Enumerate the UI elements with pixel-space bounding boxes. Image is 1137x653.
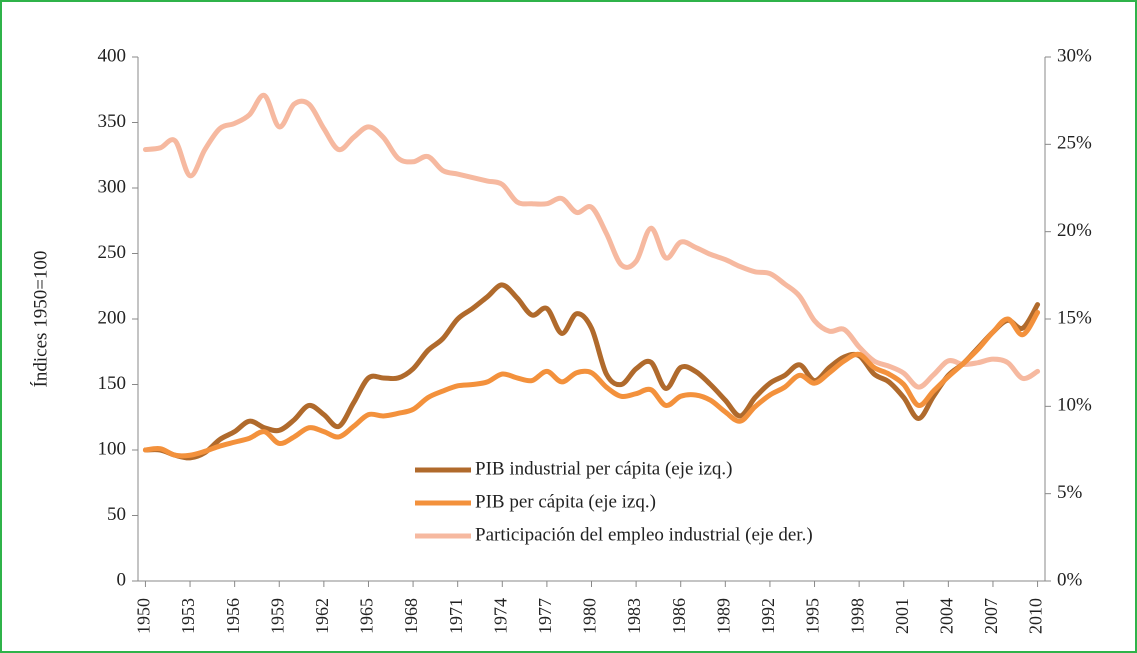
data-line bbox=[142, 309, 1041, 459]
x-tick-label: 2010 bbox=[1026, 598, 1046, 634]
y-axis-label: Índices 1950=100 bbox=[29, 251, 51, 388]
x-tick-label: 1959 bbox=[267, 598, 287, 634]
y-tick-label: 150 bbox=[98, 373, 127, 394]
legend-label: PIB industrial per cápita (eje izq.) bbox=[475, 458, 732, 479]
x-tick-label: 1956 bbox=[223, 598, 243, 634]
y2-tick-label: 5% bbox=[1057, 482, 1083, 503]
y-tick-label: 0 bbox=[117, 569, 127, 590]
x-tick-label: 1986 bbox=[669, 598, 689, 634]
y2-tick-label: 0% bbox=[1057, 569, 1083, 590]
x-tick-label: 1989 bbox=[713, 598, 733, 634]
y-tick-label: 250 bbox=[98, 242, 127, 263]
x-tick-label: 2001 bbox=[892, 598, 912, 634]
x-tick-label: 1974 bbox=[490, 598, 510, 634]
y-tick-label: 100 bbox=[98, 438, 127, 459]
x-tick-label: 1971 bbox=[446, 598, 466, 634]
x-tick-label: 1998 bbox=[847, 598, 867, 634]
y2-tick-label: 25% bbox=[1057, 133, 1092, 154]
y-tick-label: 50 bbox=[107, 504, 126, 525]
x-tick-label: 1950 bbox=[134, 598, 154, 634]
y2-tick-label: 30% bbox=[1057, 45, 1092, 66]
data-line bbox=[142, 92, 1041, 390]
y2-tick-label: 10% bbox=[1057, 395, 1092, 416]
x-tick-label: 1995 bbox=[803, 598, 823, 634]
x-tick-label: 1980 bbox=[580, 598, 600, 634]
x-tick-label: 2007 bbox=[981, 598, 1001, 634]
x-tick-label: 1992 bbox=[758, 598, 778, 634]
x-tick-label: 1965 bbox=[357, 598, 377, 634]
data-line bbox=[142, 282, 1041, 461]
y-tick-label: 200 bbox=[98, 307, 127, 328]
y-tick-label: 350 bbox=[98, 111, 127, 132]
legend-label: Participación del empleo industrial (eje… bbox=[475, 524, 813, 545]
x-tick-label: 1962 bbox=[312, 598, 332, 634]
y-tick-label: 400 bbox=[98, 45, 127, 66]
legend-label: PIB per cápita (eje izq.) bbox=[475, 491, 656, 512]
x-tick-label: 1983 bbox=[624, 598, 644, 634]
y2-tick-label: 20% bbox=[1057, 220, 1092, 241]
y-tick-label: 300 bbox=[98, 176, 127, 197]
x-tick-label: 1977 bbox=[535, 598, 555, 634]
x-tick-label: 1953 bbox=[178, 598, 198, 634]
x-tick-label: 2004 bbox=[936, 598, 956, 634]
x-tick-label: 1968 bbox=[401, 598, 421, 634]
y2-tick-label: 15% bbox=[1057, 307, 1092, 328]
